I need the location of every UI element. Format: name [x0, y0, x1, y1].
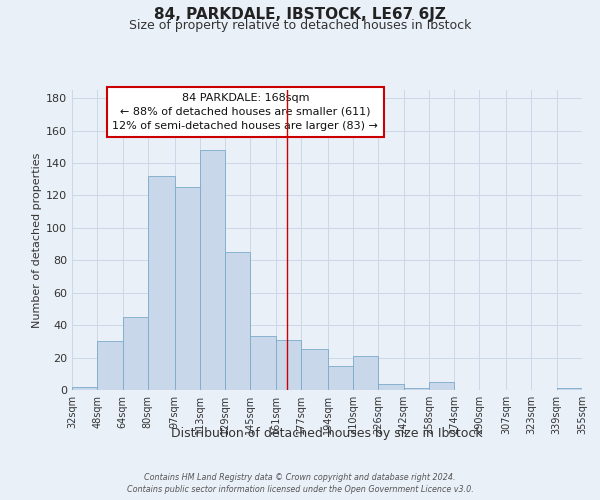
Text: Size of property relative to detached houses in Ibstock: Size of property relative to detached ho…: [129, 19, 471, 32]
Bar: [200, 150, 225, 390]
Text: Contains HM Land Registry data © Crown copyright and database right 2024.
Contai: Contains HM Land Registry data © Crown c…: [127, 472, 473, 494]
Text: Distribution of detached houses by size in Ibstock: Distribution of detached houses by size …: [171, 428, 483, 440]
Bar: [225, 252, 250, 390]
Bar: [122, 317, 148, 390]
Bar: [429, 382, 454, 390]
Bar: [353, 356, 379, 390]
Bar: [557, 388, 582, 390]
Bar: [301, 350, 328, 390]
Bar: [72, 387, 97, 390]
Bar: [175, 188, 200, 390]
Bar: [379, 384, 404, 390]
Bar: [250, 336, 275, 390]
Y-axis label: Number of detached properties: Number of detached properties: [32, 152, 42, 328]
Text: 84, PARKDALE, IBSTOCK, LE67 6JZ: 84, PARKDALE, IBSTOCK, LE67 6JZ: [154, 8, 446, 22]
Bar: [148, 176, 175, 390]
Text: 84 PARKDALE: 168sqm
← 88% of detached houses are smaller (611)
12% of semi-detac: 84 PARKDALE: 168sqm ← 88% of detached ho…: [112, 93, 379, 131]
Bar: [328, 366, 353, 390]
Bar: [275, 340, 301, 390]
Bar: [97, 342, 122, 390]
Bar: [404, 388, 429, 390]
